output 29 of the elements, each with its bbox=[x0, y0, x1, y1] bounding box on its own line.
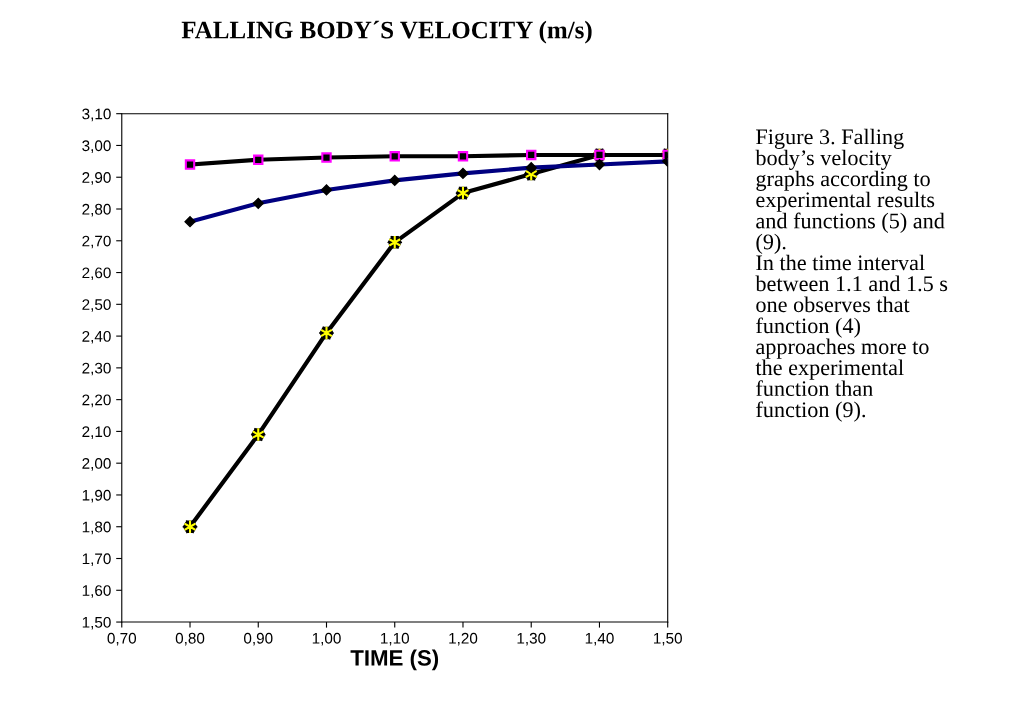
chart-title: FALLING BODY´S VELOCITY (m/s) bbox=[181, 20, 592, 44]
y-tick-label: 2,80 bbox=[82, 203, 111, 217]
x-tick-label: 1,30 bbox=[517, 632, 546, 646]
y-tick-label: 2,40 bbox=[82, 330, 111, 344]
y-tick-label: 2,00 bbox=[82, 458, 111, 471]
y-tick-label: 1,50 bbox=[82, 616, 111, 630]
y-tick-label: 1,60 bbox=[82, 585, 111, 598]
y-tick-label: 1,70 bbox=[82, 553, 111, 566]
y-tick-label: 2,60 bbox=[82, 267, 111, 281]
x-tick-label: 0,90 bbox=[243, 632, 273, 646]
y-tick-label: 3,10 bbox=[82, 108, 111, 122]
y-tick-label: 2,10 bbox=[82, 426, 111, 439]
x-axis-title: TIME (S) bbox=[350, 649, 439, 671]
x-tick-label: 1,20 bbox=[449, 632, 478, 646]
x-tick-label: 0,70 bbox=[107, 632, 137, 646]
y-tick-label: 2,70 bbox=[82, 235, 111, 249]
x-tick-label: 0,80 bbox=[175, 632, 205, 646]
y-tick-label: 2,90 bbox=[82, 172, 111, 185]
x-tick-label: 1,00 bbox=[312, 632, 341, 646]
y-tick-label: 2,20 bbox=[82, 394, 111, 408]
y-tick-label: 1,80 bbox=[82, 521, 111, 535]
y-tick-label: 3,00 bbox=[82, 140, 111, 153]
text: Figure 3. Falling body’s velocity graphs according to experimental results and functions (5) and (9). In the time interval between 1.1 and 1.5 s one observes that function (4) approaches more to the experimental function than function (9). bbox=[755, 128, 948, 422]
x-tick-label: 1,50 bbox=[654, 632, 682, 646]
x-tick-label: 1,10 bbox=[381, 632, 410, 646]
y-tick-label: 1,90 bbox=[82, 489, 111, 503]
x-tick-label: 1,40 bbox=[585, 632, 614, 646]
y-tick-label: 2,50 bbox=[82, 299, 111, 312]
y-tick-label: 2,30 bbox=[82, 362, 111, 376]
